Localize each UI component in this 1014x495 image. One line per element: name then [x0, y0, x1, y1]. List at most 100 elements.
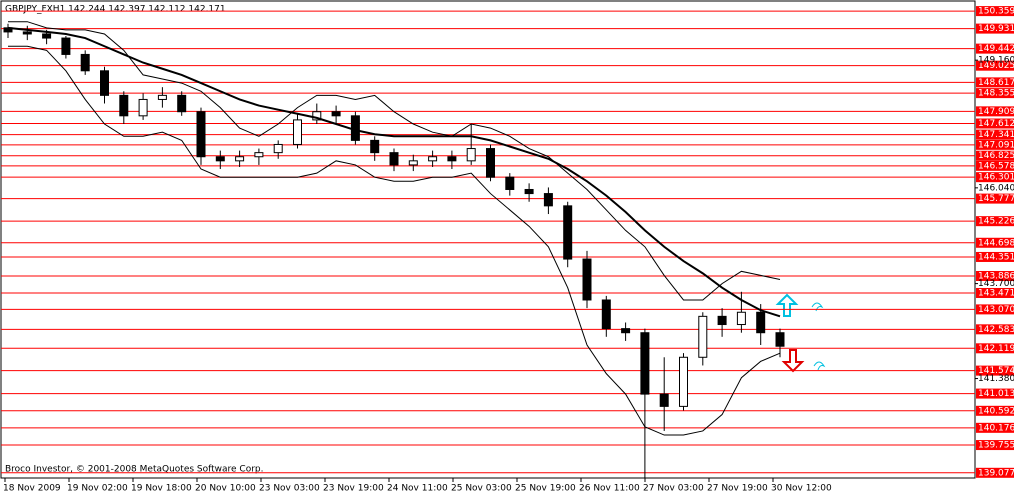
candle-body	[640, 332, 650, 395]
level-label-box	[976, 60, 1014, 71]
level-label: 146.301	[978, 173, 1014, 183]
level-label-box	[976, 129, 1014, 140]
x-tick-label: 23 Nov 19:00	[323, 484, 384, 494]
candle-body	[505, 176, 515, 190]
level-label: 149.442	[978, 44, 1014, 54]
candle-body	[582, 258, 592, 301]
level-label-box	[976, 118, 1014, 129]
level-label: 144.698	[978, 238, 1014, 248]
level-label-box	[976, 6, 1014, 17]
level-label: 139.755	[978, 441, 1014, 451]
x-tick-label: 18 Nov 2009	[3, 484, 61, 494]
candle-body	[331, 111, 341, 117]
level-label: 145.226	[978, 217, 1014, 227]
candle-body	[273, 143, 283, 154]
candle-body	[215, 156, 225, 162]
level-label-box	[976, 172, 1014, 183]
level-label: 145.777	[978, 194, 1014, 204]
level-label-box	[976, 287, 1014, 298]
level-label-box	[976, 270, 1014, 281]
candle-body	[775, 332, 785, 347]
level-label: 143.886	[978, 271, 1014, 281]
candle-body	[61, 37, 71, 55]
level-label: 143.070	[978, 305, 1014, 315]
up-arrow	[775, 293, 799, 317]
candle-body	[196, 111, 206, 158]
candle-body	[447, 156, 457, 162]
y-tick-label: 143.700	[978, 279, 1014, 289]
level-label-box	[976, 23, 1014, 34]
candle-body	[22, 31, 32, 35]
indicator-line	[8, 45, 781, 436]
candle-body	[138, 98, 148, 117]
level-label-box	[976, 405, 1014, 416]
level-label-box	[976, 467, 1014, 478]
candle-body	[543, 193, 553, 207]
level-label-box	[976, 193, 1014, 204]
x-tick-label: 19 Nov 18:00	[131, 484, 192, 494]
candle-body	[293, 119, 302, 145]
level-label-box	[976, 237, 1014, 248]
x-tick-label: 25 Nov 03:00	[451, 484, 512, 494]
level-label-box	[976, 388, 1014, 399]
level-label-box	[976, 440, 1014, 451]
level-label-box	[976, 106, 1014, 117]
level-label: 146.578	[978, 161, 1014, 171]
up-icon	[811, 302, 824, 312]
x-tick-label: 27 Nov 03:00	[643, 484, 704, 494]
level-label: 147.612	[978, 119, 1014, 129]
candle-body	[389, 152, 399, 166]
level-label: 142.119	[978, 344, 1014, 354]
level-label: 142.583	[978, 325, 1014, 335]
level-label-box	[976, 422, 1014, 433]
level-label-box	[976, 304, 1014, 315]
level-label: 149.025	[978, 61, 1014, 71]
candle-body	[408, 160, 418, 166]
candle-body	[717, 315, 727, 326]
level-label-box	[976, 365, 1014, 376]
x-tick-label: 27 Nov 19:00	[707, 484, 768, 494]
candle-body	[370, 139, 380, 154]
candle-body	[80, 53, 90, 72]
down-arrow	[781, 349, 805, 373]
down-icon	[813, 361, 826, 371]
candle-body	[100, 70, 109, 96]
signal-arrows	[775, 293, 826, 373]
level-label-box	[976, 150, 1014, 161]
candle-body	[157, 94, 167, 100]
level-label-box	[976, 77, 1014, 88]
candle-body	[736, 311, 746, 326]
candle-body	[486, 148, 495, 178]
x-tick-label: 23 Nov 03:00	[259, 484, 320, 494]
copyright: Broco Investor, © 2001-2008 MetaQuotes S…	[5, 465, 264, 475]
level-label: 147.341	[978, 130, 1014, 140]
x-tick-label: 25 Nov 19:00	[515, 484, 576, 494]
level-label: 146.825	[978, 151, 1014, 161]
level-label: 148.617	[978, 78, 1014, 88]
candle-body	[428, 156, 438, 162]
candle-body	[621, 328, 631, 334]
candle-body	[563, 205, 573, 260]
level-label-box	[976, 139, 1014, 150]
level-label-box	[976, 160, 1014, 171]
candle-body	[756, 311, 766, 334]
level-label: 140.176	[978, 423, 1014, 433]
level-label-box	[976, 343, 1014, 354]
level-label: 149.931	[978, 24, 1014, 34]
candle-body	[659, 393, 669, 407]
y-tick-label: 141.380	[978, 374, 1014, 384]
candle-body	[254, 152, 264, 158]
candle-body	[601, 299, 611, 330]
level-label-box	[976, 324, 1014, 335]
level-label: 141.574	[978, 366, 1014, 376]
x-tick-label: 20 Nov 10:00	[195, 484, 256, 494]
candle-body	[698, 315, 708, 358]
level-label-box	[976, 88, 1014, 99]
level-label-box	[976, 216, 1014, 227]
level-label: 144.351	[978, 252, 1014, 262]
y-tick-label: 146.040	[978, 183, 1014, 193]
level-label: 140.592	[978, 406, 1014, 416]
x-tick-label: 26 Nov 11:00	[579, 484, 640, 494]
